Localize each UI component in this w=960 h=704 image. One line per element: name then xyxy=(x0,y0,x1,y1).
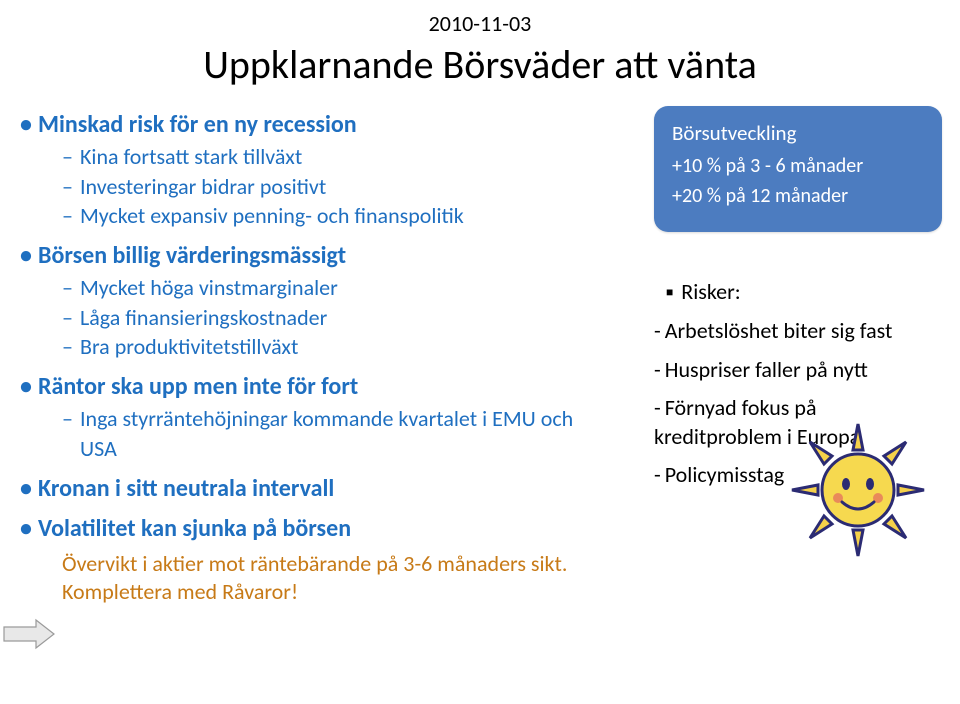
bullet-5-text: Volatilitet kan sjunka på börsen xyxy=(38,514,351,543)
risk-1: Arbetslöshet biter sig fast xyxy=(654,317,942,346)
sub-2-1: Mycket höga vinstmarginaler xyxy=(62,273,610,303)
sub-1-2: Investeringar bidrar positivt xyxy=(62,172,610,202)
card-line-2: +20 % på 12 månader xyxy=(672,184,924,208)
bullet-4-text: Kronan i sitt neutrala intervall xyxy=(38,474,334,503)
arrow-icon xyxy=(2,617,56,651)
sub-2-3: Bra produktivitetstillväxt xyxy=(62,332,610,362)
risks-heading: Risker: xyxy=(666,278,942,305)
sub-1-3: Mycket expansiv penning- och finanspolit… xyxy=(62,201,610,231)
bullet-1-text: Minskad risk för en ny recession xyxy=(38,110,357,139)
bullet-3-text: Räntor ska upp men inte för fort xyxy=(38,372,358,401)
card-line-1: +10 % på 3 - 6 månader xyxy=(672,154,924,178)
risk-2: Huspriser faller på nytt xyxy=(654,356,942,385)
page-title: Uppklarnande Börsväder att vänta xyxy=(0,40,960,89)
date-label: 2010-11-03 xyxy=(0,10,960,37)
bullet-2-text: Börsen billig värderingsmässigt xyxy=(38,241,346,270)
sun-icon xyxy=(788,420,928,560)
sub-1-1: Kina fortsatt stark tillväxt xyxy=(62,142,610,172)
left-column: •Minskad risk för en ny recession Kina f… xyxy=(20,100,610,607)
bullet-2: •Börsen billig värderingsmässigt Mycket … xyxy=(20,241,610,362)
bullet-5: •Volatilitet kan sjunka på börsen xyxy=(20,514,610,544)
sub-3-1: Inga styrräntehöjningar kommande kvartal… xyxy=(62,404,610,463)
sub-2-2: Låga finansieringskostnader xyxy=(62,303,610,333)
forecast-card: Börsutveckling +10 % på 3 - 6 månader +2… xyxy=(654,106,942,232)
card-title: Börsutveckling xyxy=(672,120,924,146)
conclusion-text: Övervikt i aktier mot räntebärande på 3-… xyxy=(62,550,610,607)
bullet-3: •Räntor ska upp men inte för fort Inga s… xyxy=(20,372,610,463)
slide: 2010-11-03 Uppklarnande Börsväder att vä… xyxy=(0,0,960,704)
bullet-4: •Kronan i sitt neutrala intervall xyxy=(20,474,610,504)
bullet-1: •Minskad risk för en ny recession Kina f… xyxy=(20,110,610,231)
